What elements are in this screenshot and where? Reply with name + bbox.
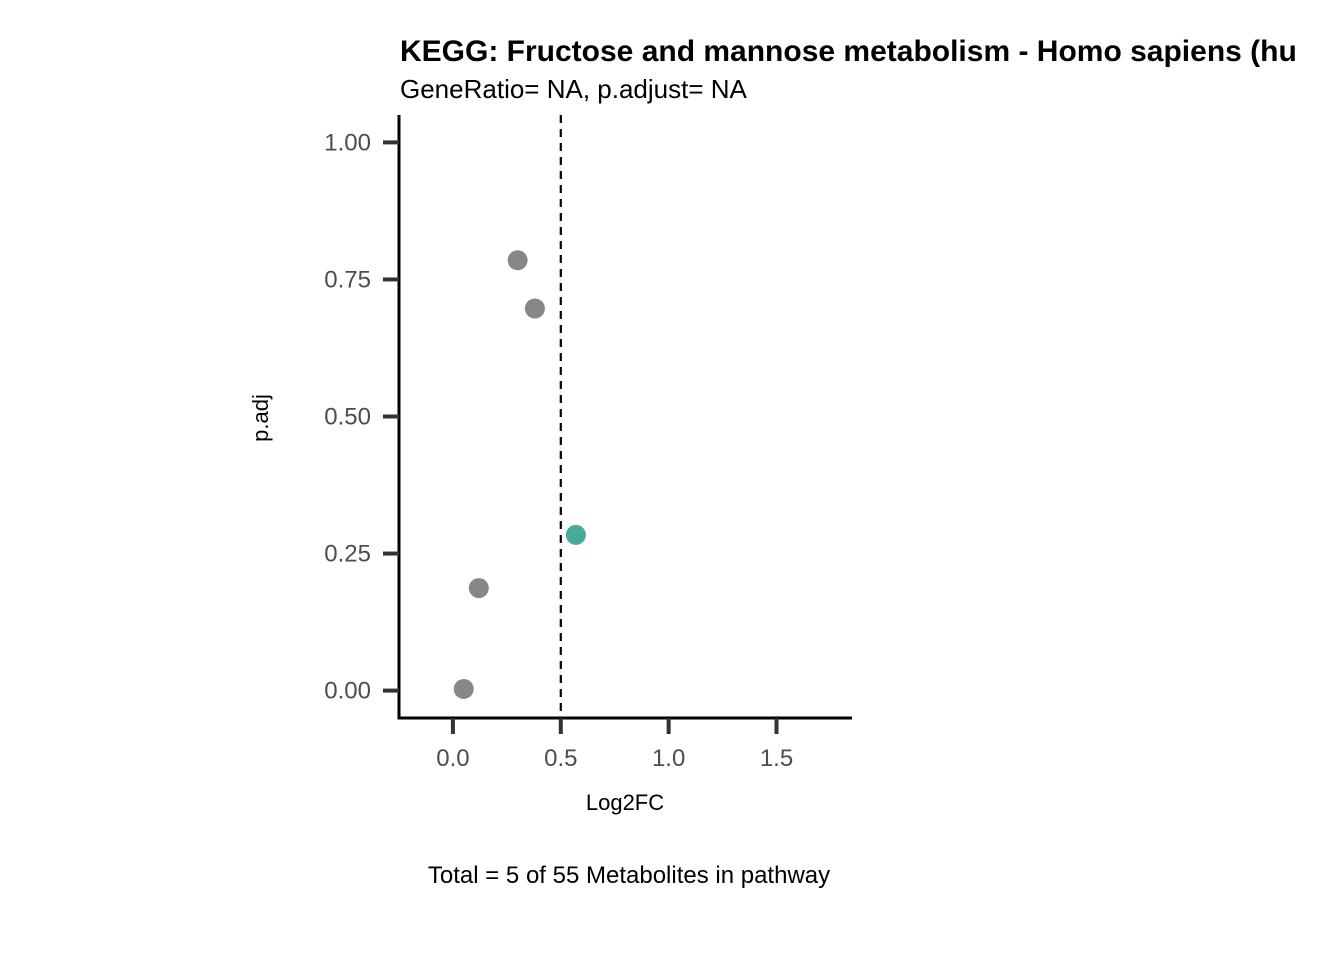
y-axis-title: p.adj: [248, 394, 273, 442]
x-tick-label: 1.0: [652, 745, 685, 772]
y-tick-label: 1.00: [324, 129, 371, 156]
chart-subtitle: GeneRatio= NA, p.adjust= NA: [400, 74, 748, 104]
x-tick-label: 1.5: [760, 745, 793, 772]
y-tick-label: 0.25: [324, 541, 371, 568]
y-tick-label: 0.75: [324, 266, 371, 293]
x-tick-label: 0.0: [436, 745, 469, 772]
chart-title: KEGG: Fructose and mannose metabolism - …: [400, 35, 1297, 68]
plot-area: 0.00 0.25 0.50 0.75 1.00 0.0 0.5 1.0 1.5: [324, 115, 852, 772]
y-tick-label: 0.00: [324, 678, 371, 705]
data-point: [468, 578, 489, 599]
x-axis-title: Log2FC: [586, 790, 664, 815]
data-point: [507, 250, 528, 271]
x-tick-label: 0.5: [544, 745, 577, 772]
chart-caption: Total = 5 of 55 Metabolites in pathway: [428, 862, 830, 889]
data-point-highlight: [565, 524, 586, 545]
data-point: [453, 678, 474, 699]
y-tick-label: 0.50: [324, 404, 371, 431]
data-point: [524, 298, 545, 319]
